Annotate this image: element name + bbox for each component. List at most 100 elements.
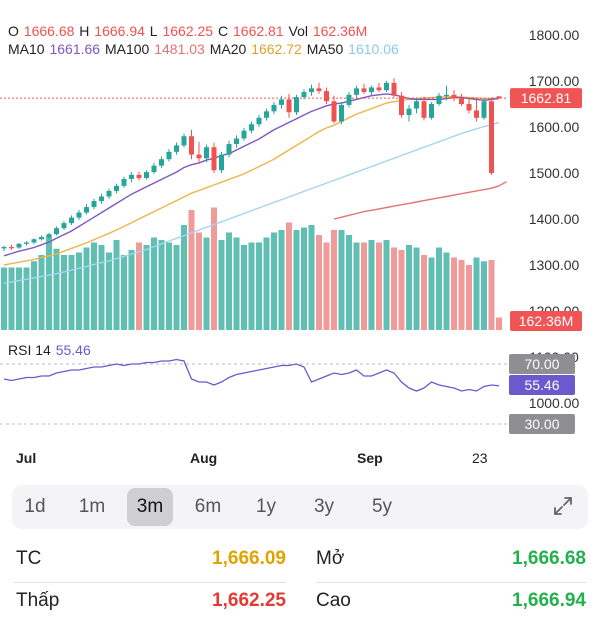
low-stat-value: 1,662.25 xyxy=(212,590,286,611)
price-axis-label: 1500.00 xyxy=(529,165,580,181)
candle-body xyxy=(331,101,337,122)
tc-label: TC xyxy=(16,548,42,569)
price-axis-label: 1300.00 xyxy=(529,257,580,273)
ma10-value: 1661.66 xyxy=(49,41,101,57)
stats-row-2: Thấp 1,662.25 Cao 1,666.94 xyxy=(0,590,600,630)
candle-body xyxy=(9,247,14,249)
volume-bar xyxy=(376,242,382,330)
rsi-lower-badge xyxy=(509,414,575,434)
volume-bar xyxy=(383,240,390,330)
candle-body xyxy=(429,104,434,118)
volume-bar xyxy=(436,247,442,330)
candle-body xyxy=(361,88,367,93)
candle-body xyxy=(421,101,427,118)
ma100-line xyxy=(333,181,507,220)
range-6m-button[interactable]: 6m xyxy=(194,496,222,517)
range-1y-button[interactable]: 1y xyxy=(255,496,277,517)
volume-bar xyxy=(458,260,465,330)
volume-bar xyxy=(451,257,457,330)
volume-bar xyxy=(301,227,307,330)
range-3y-button[interactable]: 3y xyxy=(313,496,335,517)
candle-body xyxy=(286,99,292,113)
candle-body xyxy=(99,196,104,202)
ma20-label: MA20 xyxy=(209,41,247,57)
candle-body xyxy=(271,104,277,112)
volume-bar xyxy=(211,207,217,330)
candle-body xyxy=(384,82,389,91)
candle-body xyxy=(46,234,52,237)
candle-body xyxy=(376,87,382,91)
price-axis-label: 1600.00 xyxy=(529,119,580,135)
candle-body xyxy=(196,154,202,159)
rsi-line xyxy=(3,358,500,392)
range-1m-button[interactable]: 1m xyxy=(78,496,106,517)
candle-body xyxy=(399,95,404,116)
candle-body xyxy=(61,223,67,229)
candle-body xyxy=(391,82,397,96)
candle-body xyxy=(174,145,179,152)
candle-body xyxy=(106,190,112,197)
candle-body xyxy=(256,117,262,125)
volume-value: 162.36M xyxy=(312,23,368,39)
ohlc-legend: O 1666.68 H 1666.94 L 1662.25 C 1662.81 … xyxy=(8,23,368,39)
candle-body xyxy=(234,138,239,145)
candle-body xyxy=(39,236,44,240)
candle-body xyxy=(414,101,419,109)
range-3m-button[interactable]: 3m xyxy=(127,488,173,526)
range-5y-button[interactable]: 5y xyxy=(371,496,393,517)
price-axis-label: 1700.00 xyxy=(529,73,580,89)
volume-bar xyxy=(31,261,37,330)
candle-body xyxy=(466,104,472,111)
volume-badge xyxy=(510,311,582,331)
open-stat-value: 1,666.68 xyxy=(512,548,586,569)
month-axis: Jul Aug Sep 23 xyxy=(0,450,600,470)
price-chart[interactable]: 1800.00 1700.00 1600.00 1500.00 1400.00 1300.… xyxy=(0,0,600,440)
volume-bar xyxy=(143,245,150,330)
candle-body xyxy=(294,97,299,113)
volume-bar xyxy=(278,230,285,330)
candle-body xyxy=(316,88,322,92)
volume-bar xyxy=(413,247,420,330)
candle-body xyxy=(121,178,127,186)
price-axis-label: 1000.00 xyxy=(529,395,580,411)
volume-bar xyxy=(203,237,210,330)
candle-body xyxy=(301,92,307,98)
volume-bar xyxy=(188,210,195,330)
expand-icon[interactable] xyxy=(552,495,574,517)
stats-row-1: TC 1,666.09 Mở 1,666.68 xyxy=(0,548,600,588)
volume-bar xyxy=(166,242,172,330)
volume-bar xyxy=(233,237,240,330)
volume-bar xyxy=(473,257,480,330)
range-selector: 1d 1m 3m 6m 1y 3y 5y xyxy=(12,485,588,529)
volume-bar xyxy=(496,317,502,330)
candle-body xyxy=(249,124,254,131)
open-label: O xyxy=(8,23,19,39)
volume-bar xyxy=(346,235,352,330)
volume-bar xyxy=(316,235,322,330)
volume-bar xyxy=(323,242,330,330)
volume-bar xyxy=(481,261,487,330)
volume-bar xyxy=(98,245,105,330)
volume-bar xyxy=(53,248,60,330)
volume-bar xyxy=(263,237,270,330)
stats-divider-left xyxy=(14,582,286,583)
close-label: C xyxy=(217,23,229,39)
volume-bar xyxy=(391,247,397,330)
volume-bar xyxy=(286,222,292,330)
volume-bar xyxy=(151,237,157,330)
candle-body xyxy=(76,212,82,218)
candle-body xyxy=(406,108,412,116)
range-1d-button[interactable]: 1d xyxy=(24,496,46,517)
ma100-value: 1481.03 xyxy=(154,41,205,57)
candle-body xyxy=(151,165,157,173)
price-axis-label: 1800.00 xyxy=(529,27,580,43)
volume-bar xyxy=(196,232,202,330)
open-stat-label: Mở xyxy=(316,548,345,569)
candle-body xyxy=(69,217,74,224)
volume-bar xyxy=(1,267,7,330)
volume-bar xyxy=(398,250,405,330)
high-value: 1666.94 xyxy=(94,23,145,39)
ma-legend: MA10 1661.66 MA100 1481.03 MA20 1662.72 … xyxy=(8,41,400,57)
volume-bar xyxy=(361,242,367,330)
day-label-23: 23 xyxy=(472,450,488,466)
